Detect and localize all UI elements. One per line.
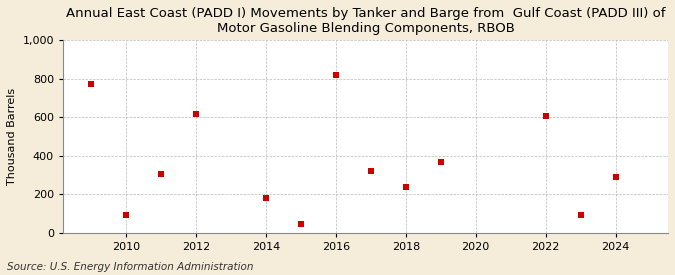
Title: Annual East Coast (PADD I) Movements by Tanker and Barge from  Gulf Coast (PADD : Annual East Coast (PADD I) Movements by … — [65, 7, 666, 35]
Point — [575, 213, 586, 218]
Text: Source: U.S. Energy Information Administration: Source: U.S. Energy Information Administ… — [7, 262, 253, 272]
Point — [610, 175, 621, 179]
Point — [261, 196, 271, 200]
Point — [296, 222, 306, 226]
Point — [365, 169, 376, 173]
Point — [190, 112, 201, 117]
Point — [331, 73, 342, 77]
Point — [400, 185, 411, 189]
Point — [435, 160, 446, 164]
Point — [540, 114, 551, 119]
Point — [121, 213, 132, 218]
Y-axis label: Thousand Barrels: Thousand Barrels — [7, 88, 17, 185]
Point — [155, 172, 166, 176]
Point — [86, 81, 97, 86]
